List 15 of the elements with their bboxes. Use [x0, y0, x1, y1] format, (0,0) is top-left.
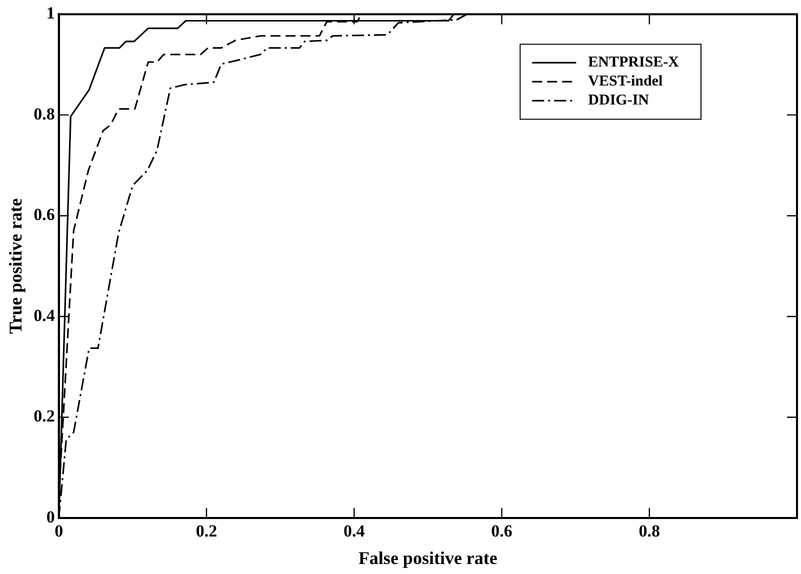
y-tick-label: 0.6 — [34, 205, 55, 224]
x-axis-title: False positive rate — [358, 548, 498, 568]
y-tick-label: 0.2 — [34, 406, 55, 426]
legend-label: DDIG-IN — [588, 92, 650, 109]
legend-label: ENTPRISE-X — [588, 54, 680, 71]
x-tick-label: 0.8 — [638, 522, 660, 541]
y-tick-label: 0.4 — [34, 306, 56, 325]
legend-label: VEST-indel — [588, 74, 663, 90]
x-tick-label: 0.4 — [343, 522, 366, 541]
y-tick-label: 0 — [46, 507, 55, 526]
y-axis-title: True positive rate — [5, 198, 26, 334]
x-tick-label: 0.2 — [196, 522, 218, 541]
x-tick-label: 0.6 — [491, 522, 512, 541]
y-tick-label: 0.8 — [34, 104, 55, 124]
y-tick-label: 1 — [46, 4, 55, 23]
